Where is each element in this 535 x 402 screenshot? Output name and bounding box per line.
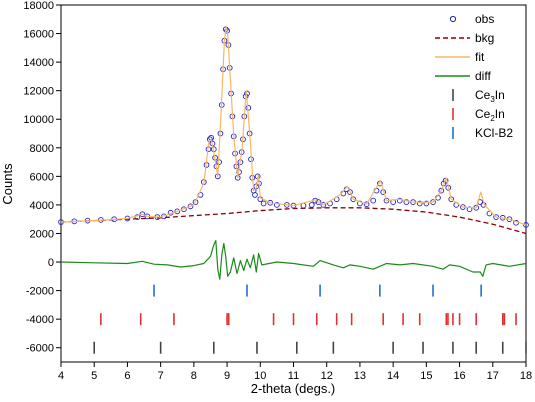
y-tick-label: 6000 xyxy=(30,171,54,183)
y-tick-label: 0 xyxy=(48,257,54,269)
obs-point xyxy=(416,200,423,207)
series-bkg-line xyxy=(60,207,527,235)
x-tick-label: 6 xyxy=(124,370,130,382)
y-tick-label: 14000 xyxy=(23,57,54,69)
legend-label-obs: obs xyxy=(475,12,494,26)
obs-point xyxy=(252,192,258,198)
y-tick-label: 8000 xyxy=(30,143,54,155)
legend-label-bkg: bkg xyxy=(475,31,494,45)
legend: obs bkg fit diff Ce3In Ce2In KCl-B2 xyxy=(435,12,513,140)
obs-point xyxy=(438,187,445,194)
obs-point xyxy=(139,211,146,218)
y-tick-label: -4000 xyxy=(26,314,54,326)
legend-label-KCl-B2: KCl-B2 xyxy=(475,126,513,140)
x-tick-label: 17 xyxy=(487,370,499,382)
obs-point xyxy=(423,200,430,207)
x-tick-label: 13 xyxy=(354,370,366,382)
legend-marker-obs xyxy=(449,15,457,23)
y-axis-label: Counts xyxy=(0,163,15,205)
x-tick-label: 15 xyxy=(420,370,432,382)
obs-point xyxy=(192,199,199,205)
legend-label-Ce3In: Ce3In xyxy=(475,88,505,104)
obs-point xyxy=(403,199,410,205)
obs-point xyxy=(174,208,181,215)
y-tick-label: 12000 xyxy=(23,86,54,98)
obs-point xyxy=(315,199,322,205)
legend-label-diff: diff xyxy=(475,69,491,83)
x-axis: 4 5 6 7 8 9 10 11 12 13 14 15 16 17 18 xyxy=(58,362,532,382)
x-tick-label: 5 xyxy=(91,370,97,382)
series-fit-line xyxy=(60,25,527,226)
obs-point xyxy=(466,206,473,213)
y-tick-label: 10000 xyxy=(23,114,54,126)
x-tick-label: 7 xyxy=(158,370,164,382)
series-diff-line xyxy=(60,240,527,280)
plot-area xyxy=(60,4,527,363)
y-tick-label: -6000 xyxy=(26,343,54,355)
obs-point xyxy=(308,202,315,208)
legend-label-Ce2In: Ce2In xyxy=(475,107,505,123)
obs-point xyxy=(274,202,280,208)
x-tick-label: 10 xyxy=(254,370,266,382)
x-tick-label: 18 xyxy=(520,370,532,382)
obs-point xyxy=(260,200,267,207)
obs-point xyxy=(523,222,529,228)
obs-point xyxy=(396,197,403,204)
legend-label-fit: fit xyxy=(475,50,485,64)
x-tick-label: 8 xyxy=(191,370,197,382)
series-layer xyxy=(58,25,529,354)
x-tick-label: 12 xyxy=(321,370,333,382)
obs-point xyxy=(320,202,327,208)
x-tick-label: 16 xyxy=(453,370,465,382)
x-tick-label: 9 xyxy=(224,370,230,382)
y-tick-label: 16000 xyxy=(23,29,54,41)
obs-point xyxy=(187,203,194,210)
obs-point xyxy=(350,196,357,203)
x-tick-label: 11 xyxy=(288,370,299,382)
y-tick-label: 4000 xyxy=(30,200,54,212)
obs-point xyxy=(134,214,141,220)
plot-frame xyxy=(60,4,527,363)
x-axis-label: 2-theta (degs.) xyxy=(251,381,336,396)
obs-point xyxy=(363,201,370,208)
obs-point xyxy=(370,197,377,204)
obs-point xyxy=(347,189,353,195)
x-tick-label: 4 xyxy=(58,370,64,382)
y-tick-label: -2000 xyxy=(26,286,54,298)
y-axis: -6000 -4000 -2000 0 2000 4000 6000 8000 10000 120… xyxy=(23,0,61,355)
y-tick-label: 18000 xyxy=(23,0,54,12)
y-tick-label: 2000 xyxy=(30,228,54,240)
x-tick-label: 14 xyxy=(387,370,399,382)
